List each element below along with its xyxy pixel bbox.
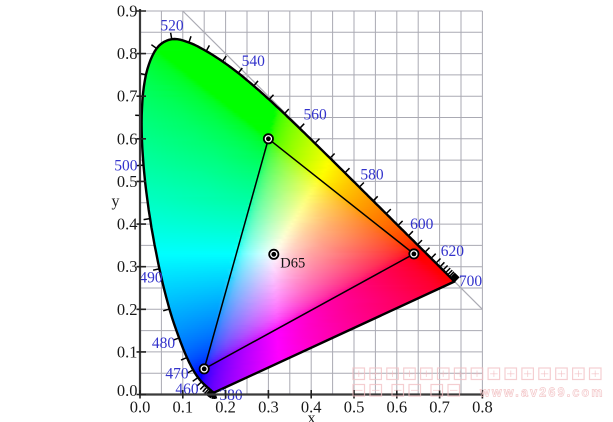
svg-text:520: 520	[160, 18, 184, 35]
svg-text:0.6: 0.6	[386, 398, 407, 417]
svg-text:D65: D65	[280, 255, 305, 271]
svg-text:0.4: 0.4	[117, 215, 138, 234]
svg-text:0.7: 0.7	[429, 398, 450, 417]
svg-text:0.5: 0.5	[117, 172, 138, 191]
svg-text:0.3: 0.3	[258, 398, 279, 417]
svg-text:0.8: 0.8	[117, 44, 138, 63]
svg-text:620: 620	[441, 243, 465, 260]
svg-text:0.5: 0.5	[344, 398, 365, 417]
svg-text:x: x	[308, 410, 316, 422]
svg-text:600: 600	[410, 216, 434, 233]
svg-text:y: y	[112, 193, 120, 210]
svg-text:700: 700	[459, 273, 483, 290]
svg-text:0.1: 0.1	[117, 342, 138, 361]
svg-text:0.2: 0.2	[117, 300, 138, 319]
svg-text:0.6: 0.6	[117, 129, 138, 148]
svg-text:480: 480	[152, 335, 176, 352]
svg-text:560: 560	[303, 107, 327, 124]
svg-text:0.4: 0.4	[301, 398, 322, 417]
svg-text:0.0: 0.0	[130, 398, 151, 417]
svg-text:0.0: 0.0	[117, 381, 138, 400]
svg-text:540: 540	[242, 53, 266, 70]
svg-text:0.9: 0.9	[117, 2, 138, 21]
svg-text:0.3: 0.3	[117, 257, 138, 276]
svg-text:0.7: 0.7	[117, 87, 138, 106]
svg-text:0.8: 0.8	[472, 398, 493, 417]
svg-text:470: 470	[165, 365, 189, 382]
svg-text:500: 500	[114, 158, 138, 175]
svg-text:0.1: 0.1	[172, 398, 193, 417]
svg-text:490: 490	[139, 270, 163, 287]
svg-text:0.2: 0.2	[215, 398, 236, 417]
svg-text:www.av269.com: www.av269.com	[479, 386, 605, 400]
svg-text:580: 580	[360, 167, 384, 184]
